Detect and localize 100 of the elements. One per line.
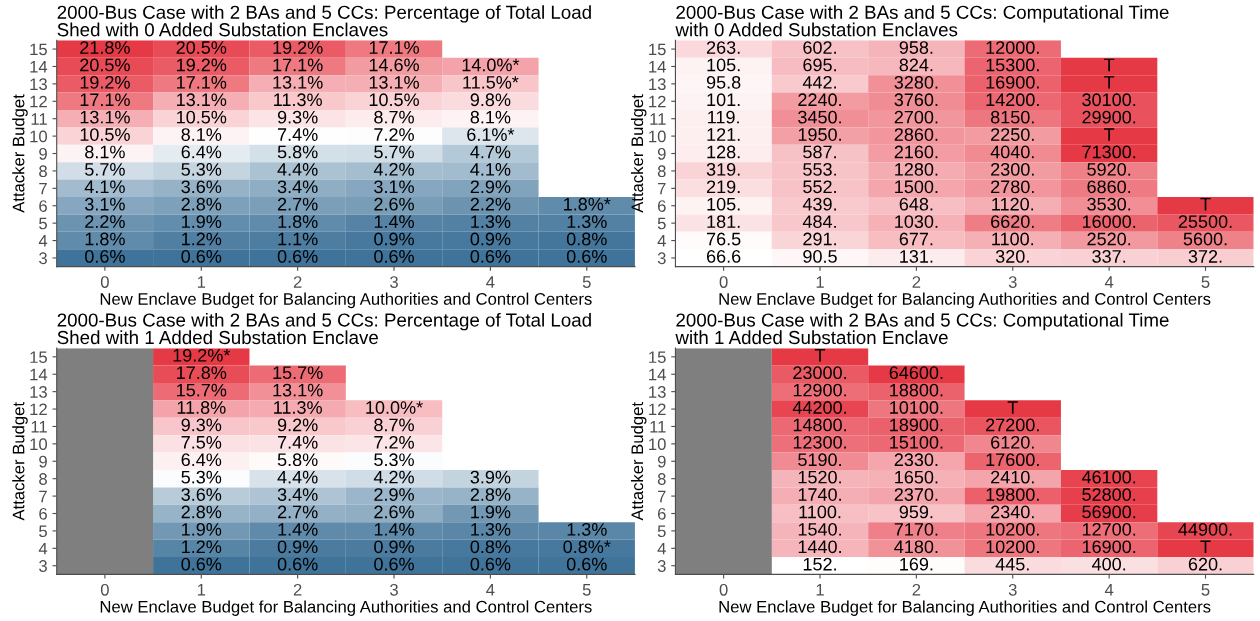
y-tick-label: 5 <box>657 525 666 538</box>
data-label: 1950. <box>798 128 841 141</box>
data-label: 95.8 <box>706 75 741 89</box>
data-label: 958. <box>899 41 933 54</box>
data-label: 5.3% <box>374 453 414 467</box>
data-label: 2300. <box>991 162 1034 176</box>
y-tick-label: 8 <box>657 165 666 178</box>
data-label: 3450. <box>798 110 841 124</box>
chart-title: 2000-Bus Case with 2 BAs and 5 CCs: Percentage of Total Load Shed with 1 Added Substation Enclave <box>57 312 591 345</box>
data-label: 18800. <box>890 383 943 397</box>
data-label: 0.6% <box>470 557 511 571</box>
y-tick-label: 6 <box>39 200 47 212</box>
data-label: 13.1% <box>369 75 419 89</box>
data-label: 5600. <box>1183 232 1227 246</box>
data-label: 1100. <box>799 505 841 519</box>
data-label: 15.7% <box>177 383 227 397</box>
data-label: 0.9% <box>277 540 318 554</box>
data-label: 0.9% <box>470 232 511 246</box>
x-tick-label: 4 <box>486 584 495 596</box>
text: T <box>1104 58 1115 72</box>
x-tick-label: 3 <box>390 583 398 596</box>
data-label: 10200. <box>986 540 1039 554</box>
data-label: 12900. <box>793 383 846 397</box>
data-label: 5.3% <box>181 162 222 176</box>
data-label: 29900. <box>1082 110 1136 124</box>
data-label: 0.8% <box>566 232 607 246</box>
data-label: 0.6% <box>277 557 318 571</box>
data-label: 2.8% <box>470 488 511 501</box>
data-label: 2.2% <box>85 215 125 228</box>
x-tick-label: 5 <box>1201 276 1210 288</box>
chart-title: 2000-Bus Case with 2 BAs and 5 CCs: Computational Time with 0 Added Substation Enclaves <box>675 5 1169 37</box>
data-label: 17.1% <box>177 76 227 89</box>
data-label: 1.4% <box>374 523 414 536</box>
y-tick-label: 4 <box>38 542 48 555</box>
x-tick-label: 2 <box>912 276 921 288</box>
data-label: 445. <box>995 557 1029 571</box>
data-label: 13.1% <box>273 383 323 397</box>
x-tick-label: 1 <box>816 276 824 288</box>
text: T <box>1104 128 1115 141</box>
data-label: 2.6% <box>374 505 414 519</box>
data-label: 20.5% <box>80 58 130 72</box>
data-label: 6620. <box>991 215 1034 228</box>
data-label: 2.7% <box>277 197 318 211</box>
y-tick-label: 11 <box>650 113 666 125</box>
x-tick-label: 5 <box>1201 584 1210 596</box>
data-label: 4180. <box>894 540 938 554</box>
data-label: 7.2% <box>374 435 414 449</box>
data-label: 19.2%* <box>173 348 231 362</box>
data-label: 0.6% <box>374 557 414 571</box>
data-label: 263. <box>706 41 740 54</box>
data-label: 1280. <box>895 162 938 176</box>
x-tick-label: 3 <box>1008 583 1017 596</box>
data-label: 44900. <box>1178 522 1232 536</box>
data-label: 677. <box>899 232 933 246</box>
data-label: 5.8% <box>277 145 318 159</box>
data-label: 442. <box>802 75 836 89</box>
y-tick-label: 6 <box>657 200 666 212</box>
x-tick-label: 0 <box>719 583 728 596</box>
data-label: 439. <box>802 197 836 211</box>
y-axis-title: Attacker Budget <box>630 94 647 213</box>
data-label: 6120. <box>991 435 1034 449</box>
x-tick-label: 4 <box>1104 584 1114 596</box>
data-label: 2240. <box>798 93 841 107</box>
y-tick-label: 6 <box>657 507 666 520</box>
x-tick-label: 4 <box>486 276 495 288</box>
y-tick-label: 8 <box>657 473 666 485</box>
y-tick-label: 14 <box>30 61 48 73</box>
text: T <box>1200 540 1211 553</box>
data-label: 6.4% <box>181 145 222 159</box>
data-label: 105. <box>707 58 740 72</box>
y-tick-label: 5 <box>657 217 666 230</box>
data-label: 152. <box>803 557 836 571</box>
y-tick-label: 13 <box>649 386 666 398</box>
data-label: 3.6% <box>181 180 222 194</box>
data-label: 695. <box>803 58 836 72</box>
data-label: 17.1% <box>369 41 419 54</box>
y-tick-label: 14 <box>649 61 666 73</box>
data-label: 291. <box>803 232 836 246</box>
y-tick-label: 4 <box>657 235 666 247</box>
data-label: 23000. <box>793 366 846 380</box>
data-label: 4.2% <box>373 162 414 176</box>
y-tick-label: 3 <box>39 560 47 572</box>
y-tick-label: 3 <box>657 252 666 265</box>
data-label: 1.3% <box>471 215 511 228</box>
data-label: 3.1% <box>85 197 125 211</box>
data-label: 4.4% <box>277 470 318 484</box>
data-label: 0.6% <box>470 250 511 263</box>
x-tick-label: 4 <box>1104 276 1114 288</box>
y-tick-label: 5 <box>39 525 47 538</box>
y-tick-label: 8 <box>39 165 47 178</box>
data-label: 5.7% <box>374 145 414 159</box>
data-label: 2.8% <box>181 197 222 211</box>
y-tick-label: 7 <box>39 182 47 195</box>
data-label: 0.6% <box>85 250 125 263</box>
data-label: 21.8% <box>80 41 130 54</box>
data-label: 2340. <box>991 505 1034 519</box>
y-tick-label: 15 <box>30 351 47 364</box>
data-label: 0.6% <box>566 250 607 263</box>
data-label: 66.6 <box>706 250 741 263</box>
y-tick-label: 13 <box>30 78 47 91</box>
